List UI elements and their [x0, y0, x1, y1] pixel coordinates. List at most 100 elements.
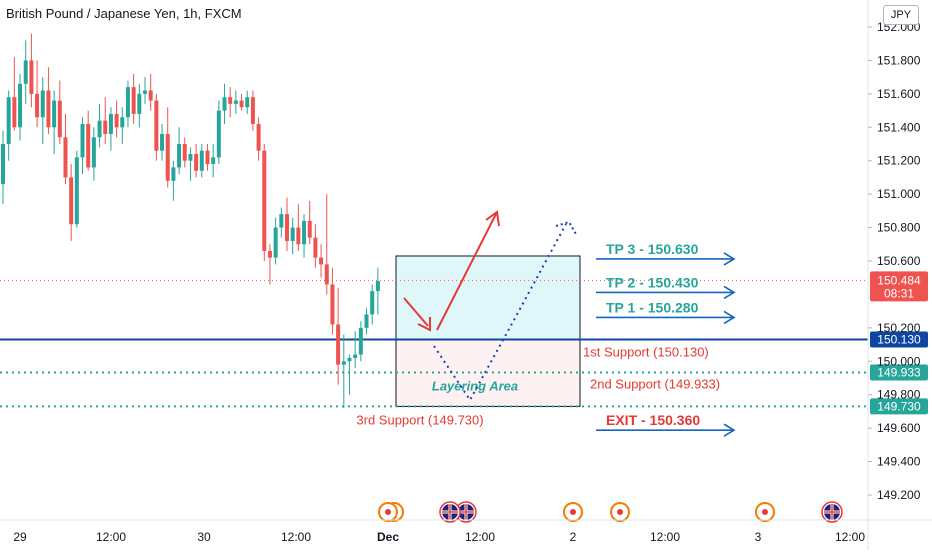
candle[interactable] [6, 90, 11, 161]
candle[interactable] [91, 127, 96, 181]
candle[interactable] [148, 73, 153, 111]
candle[interactable] [211, 144, 216, 178]
candle[interactable] [273, 217, 278, 265]
candle[interactable] [80, 117, 85, 175]
event-icon-flag-double[interactable] [439, 501, 477, 523]
candle-body [199, 150, 204, 171]
event-icon-flag[interactable] [821, 501, 843, 523]
candle[interactable] [114, 100, 119, 138]
candle[interactable] [313, 224, 318, 268]
candle[interactable] [279, 207, 284, 238]
candle[interactable] [302, 214, 307, 258]
candle-body [171, 167, 176, 181]
candle[interactable] [341, 334, 346, 409]
candle-body [125, 87, 130, 118]
candle[interactable] [97, 103, 102, 148]
candle[interactable] [267, 244, 272, 285]
candle[interactable] [86, 110, 91, 171]
candle[interactable] [125, 80, 130, 128]
candle[interactable] [131, 73, 136, 124]
candle[interactable] [35, 60, 40, 128]
candle[interactable] [245, 90, 250, 114]
candle[interactable] [12, 57, 17, 131]
candle[interactable] [194, 144, 199, 178]
target-arrow-head-2 [723, 285, 736, 300]
candle[interactable] [347, 354, 352, 395]
candle[interactable] [324, 194, 329, 295]
candle[interactable] [336, 287, 341, 385]
support-label-2: 2nd Support (149.933) [590, 376, 720, 391]
candle[interactable] [228, 87, 233, 118]
candle[interactable] [216, 100, 221, 165]
candle[interactable] [239, 93, 244, 111]
symbol-title[interactable]: British Pound / Japanese Yen, 1h, FXCM [6, 6, 242, 21]
candle[interactable] [205, 144, 210, 171]
candle[interactable] [154, 93, 159, 161]
candle[interactable] [256, 117, 261, 161]
candle[interactable] [250, 90, 255, 131]
candle[interactable] [319, 244, 324, 278]
candle-body [216, 110, 221, 158]
level-badge-text-3: 149.730 [877, 399, 921, 413]
candle[interactable] [290, 217, 295, 255]
event-dot [385, 509, 391, 515]
candle[interactable] [353, 331, 358, 368]
y-tick-label: 151.600 [877, 87, 921, 101]
currency-badge[interactable]: JPY [883, 5, 919, 25]
candle[interactable] [137, 83, 142, 128]
candle[interactable] [307, 200, 312, 245]
candle[interactable] [188, 147, 193, 181]
candle-body [18, 83, 23, 128]
candle[interactable] [262, 144, 267, 261]
candle[interactable] [177, 127, 182, 175]
event-icon-circle-double[interactable] [378, 502, 404, 522]
candle[interactable] [182, 137, 187, 168]
event-icon-circle[interactable] [563, 502, 583, 522]
candle[interactable] [171, 160, 176, 201]
candle[interactable] [370, 284, 375, 325]
candle-body [375, 281, 380, 292]
candle[interactable] [364, 307, 369, 335]
x-tick-label: 12:00 [281, 530, 311, 544]
candle-body [222, 97, 227, 111]
candle[interactable] [160, 123, 165, 161]
candle[interactable] [108, 107, 113, 151]
support-label-1: 1st Support (150.130) [583, 345, 709, 360]
x-tick-label: 12:00 [835, 530, 865, 544]
candle[interactable] [120, 107, 125, 144]
event-icon-circle[interactable] [755, 502, 775, 522]
candle[interactable] [143, 77, 147, 104]
candle[interactable] [23, 40, 28, 104]
event-icon-circle[interactable] [610, 502, 630, 522]
candle[interactable] [375, 267, 380, 315]
candle[interactable] [330, 267, 335, 335]
candle[interactable] [199, 144, 204, 178]
candle[interactable] [1, 130, 5, 205]
candle[interactable] [18, 73, 23, 141]
candle[interactable] [296, 204, 301, 251]
candle[interactable] [69, 164, 74, 241]
candle[interactable] [63, 113, 68, 185]
candle[interactable] [165, 107, 170, 188]
target-label-3: TP 1 - 150.280 [606, 299, 699, 315]
candle[interactable] [40, 77, 45, 144]
candle[interactable] [222, 83, 227, 124]
candle[interactable] [285, 197, 289, 251]
candle[interactable] [52, 90, 57, 155]
target-label-1: TP 3 - 150.630 [606, 241, 699, 257]
candle[interactable] [57, 80, 62, 144]
candle-body [1, 144, 5, 185]
x-tick-label: 3 [755, 530, 762, 544]
candle-body [285, 214, 289, 241]
candle-body [160, 133, 165, 151]
candle-body [154, 100, 159, 151]
candle[interactable] [103, 97, 108, 144]
candle-body [52, 100, 57, 128]
candle[interactable] [46, 67, 51, 134]
candle[interactable] [233, 90, 238, 114]
candle[interactable] [358, 321, 363, 362]
candle[interactable] [29, 33, 34, 108]
candle[interactable] [74, 150, 79, 228]
